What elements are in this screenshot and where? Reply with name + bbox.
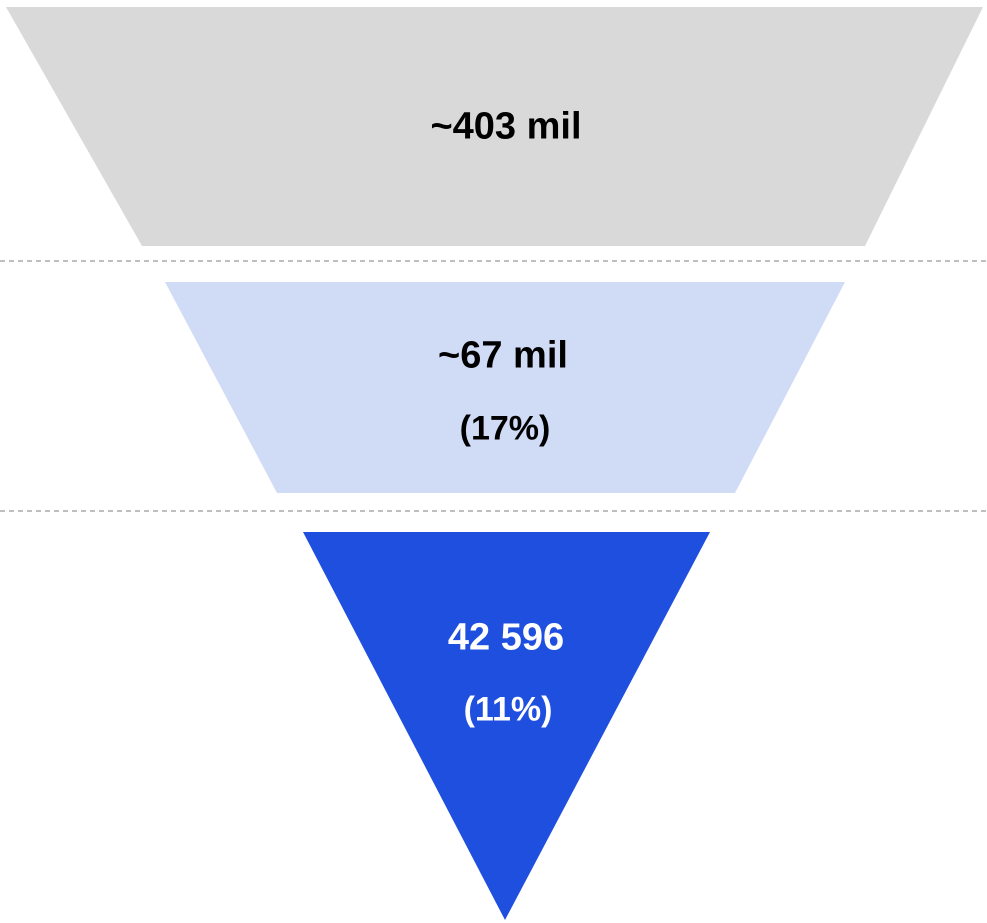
- funnel-tier-1-shape: [6, 7, 983, 246]
- funnel-tier-2-value: ~67 mil: [438, 334, 568, 377]
- funnel-tier-2-shape: [165, 282, 845, 493]
- funnel-tier-2-percent: (17%): [459, 409, 551, 448]
- funnel-tier-3-value: 42 596: [447, 616, 565, 659]
- funnel-tier-3-shape: [303, 532, 710, 920]
- funnel-tier-3-percent: (11%): [463, 690, 553, 729]
- funnel-tier-1-value: ~403 mil: [430, 105, 582, 148]
